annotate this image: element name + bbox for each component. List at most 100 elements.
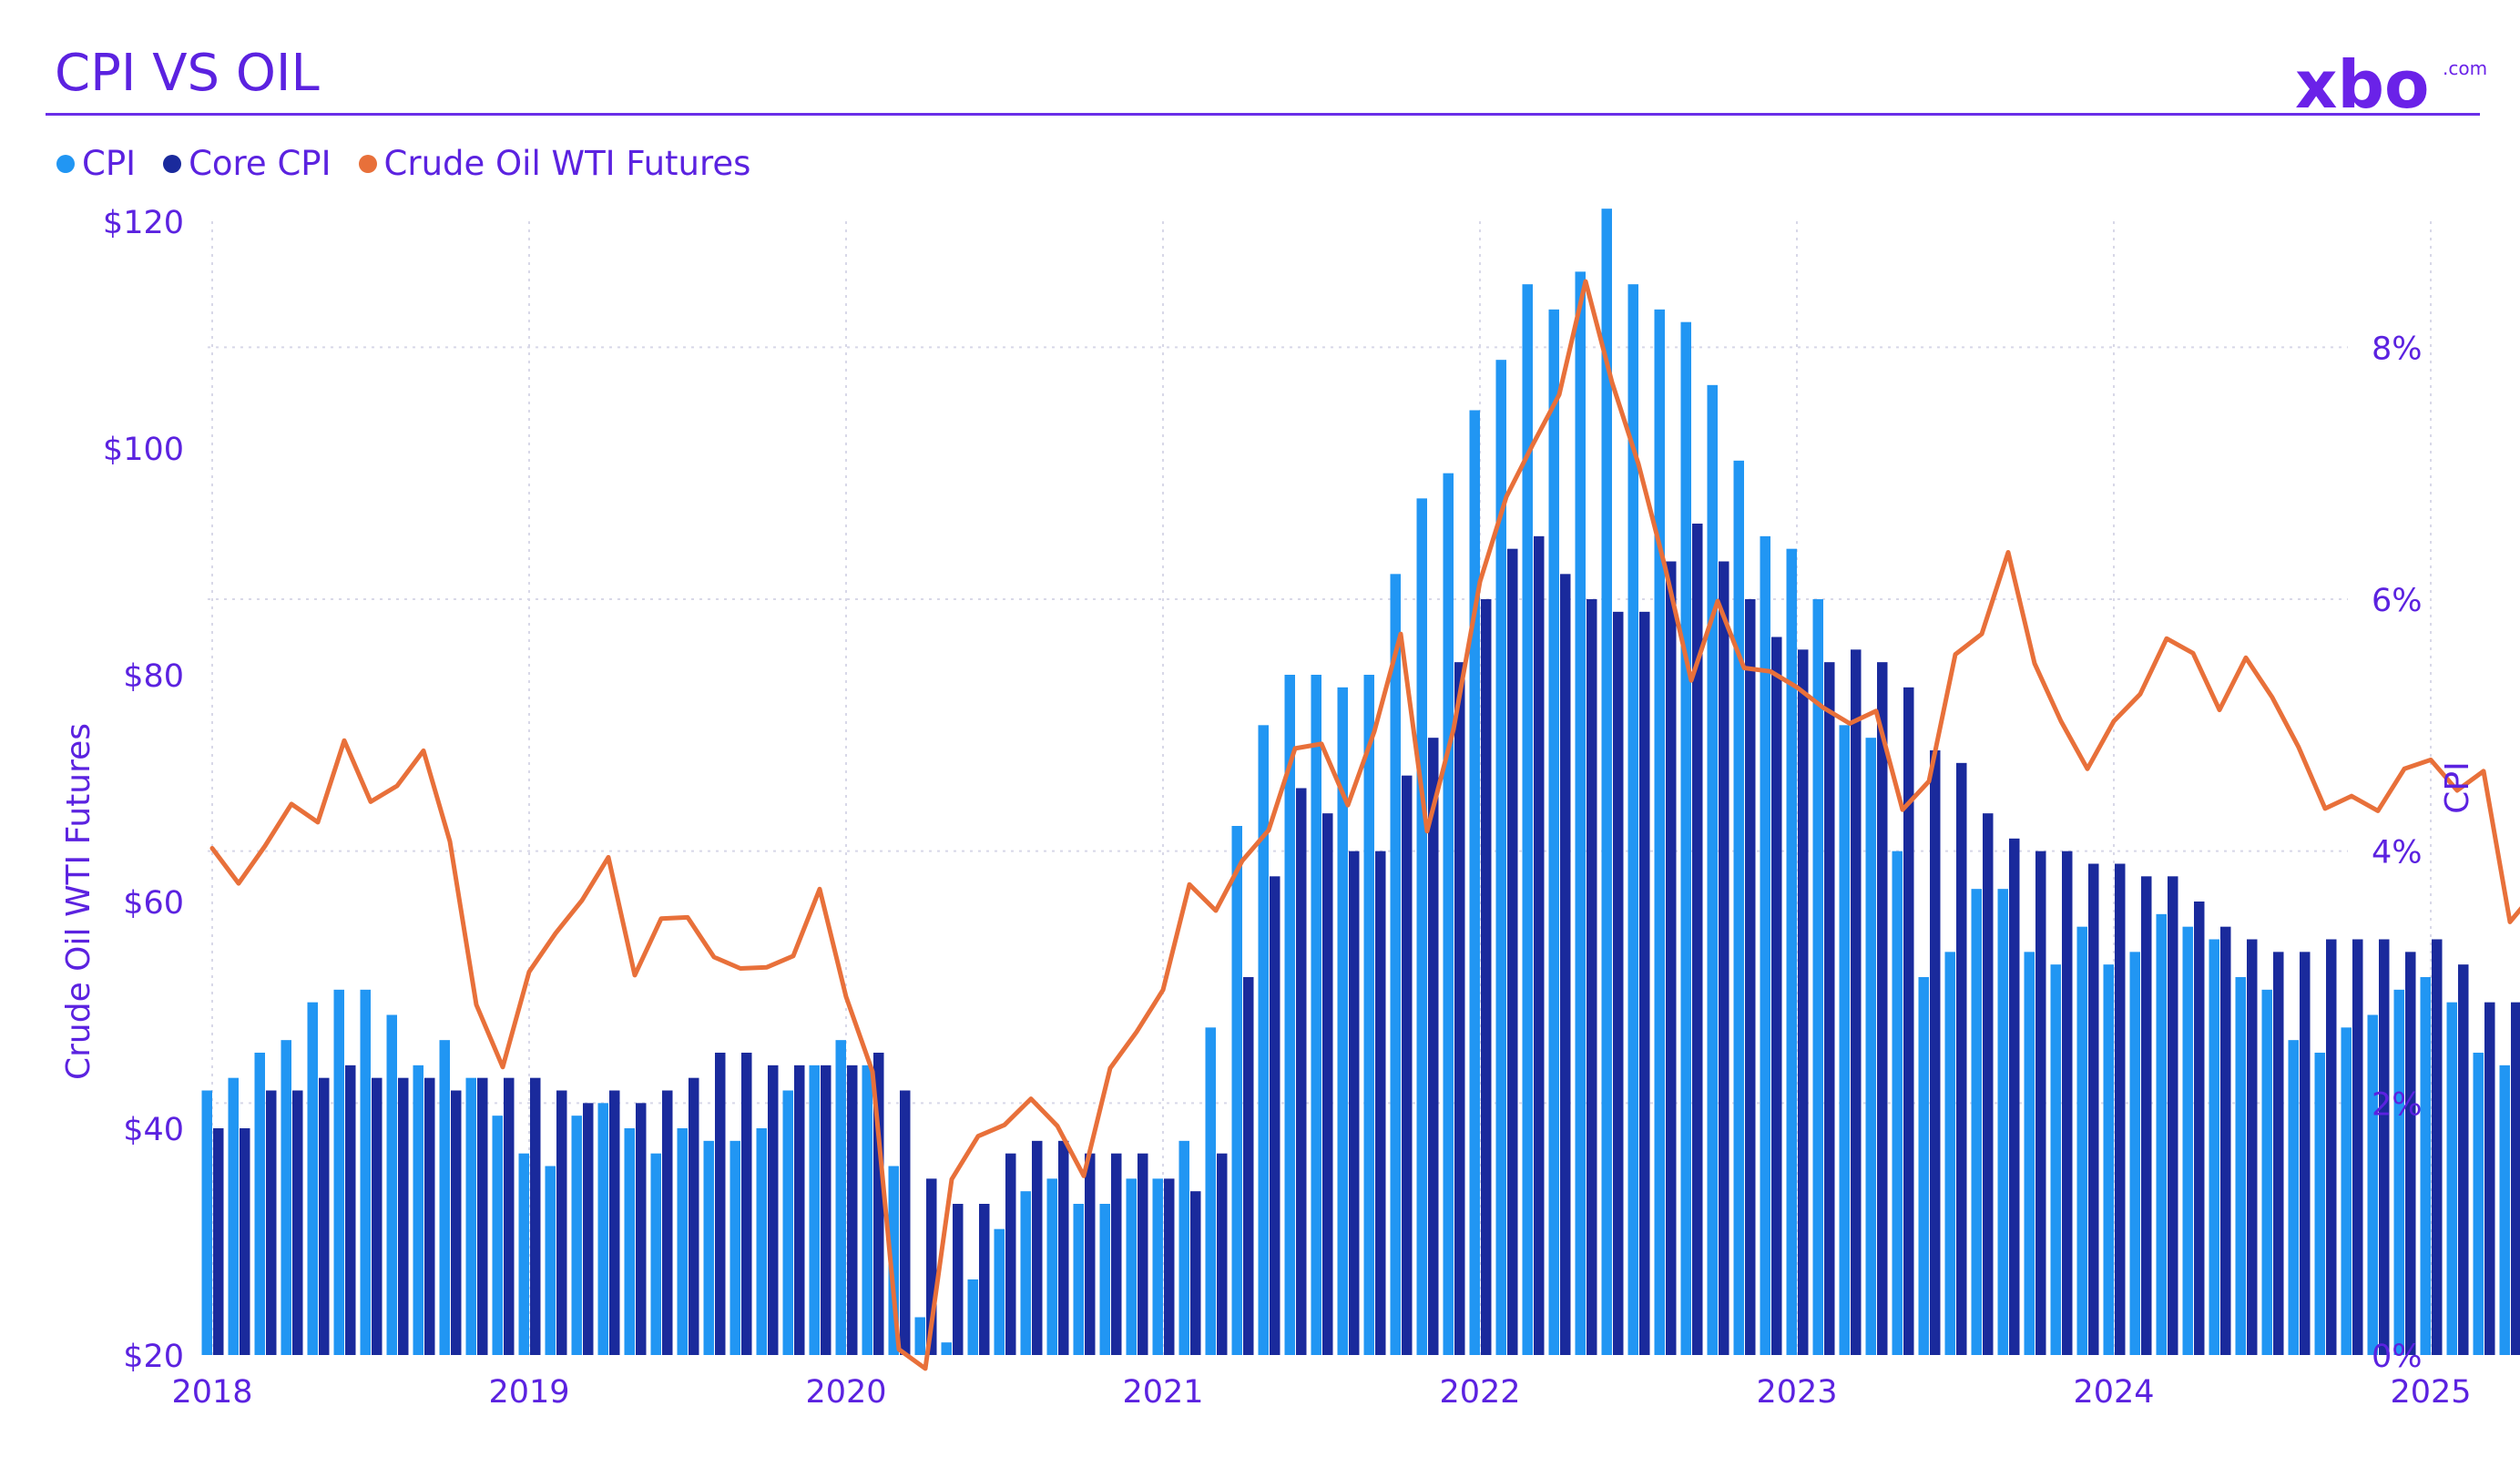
oil-line <box>209 279 2520 1371</box>
core-cpi-bar <box>1719 561 1729 1355</box>
cpi-bar <box>1997 889 2008 1355</box>
cpi-bar <box>1812 599 1823 1355</box>
cpi-bar <box>1284 675 1295 1355</box>
core-cpi-bar <box>2247 939 2258 1355</box>
chart-title: CPI VS OIL <box>55 44 320 103</box>
core-cpi-bar <box>1454 662 1465 1355</box>
core-cpi-bar <box>1586 599 1597 1355</box>
cpi-bar <box>254 1053 265 1355</box>
cpi-bar <box>1760 535 1770 1355</box>
y-left-tick-label: $40 <box>123 1112 184 1148</box>
x-tick-label: 2023 <box>1756 1374 1837 1411</box>
core-cpi-bar <box>2484 1002 2495 1355</box>
cpi-bar <box>492 1116 503 1355</box>
core-cpi-bar <box>1481 599 1492 1355</box>
cpi-bar <box>809 1065 820 1355</box>
legend-item-oil[interactable]: Crude Oil WTI Futures <box>358 144 750 183</box>
core-cpi-bar <box>2352 939 2363 1355</box>
legend: CPI Core CPI Crude Oil WTI Futures <box>56 144 750 183</box>
core-cpi-bar <box>1349 851 1360 1355</box>
x-tick-label: 2020 <box>805 1374 886 1411</box>
core-cpi-bar <box>424 1077 435 1355</box>
cpi-bar <box>2156 913 2167 1355</box>
core-cpi-bar <box>1190 1191 1201 1355</box>
core-cpi-bar <box>1956 762 1967 1355</box>
cpi-bar <box>1073 1204 1084 1355</box>
cpi-bar <box>1971 889 1982 1355</box>
core-cpi-bar <box>1560 574 1571 1355</box>
cpi-bar <box>1126 1178 1137 1355</box>
cpi-bar <box>2420 977 2431 1355</box>
cpi-bar <box>1839 725 1850 1355</box>
cpi-bar <box>2261 989 2272 1355</box>
cpi-bar <box>2103 964 2114 1355</box>
core-cpi-bar <box>1058 1140 1069 1355</box>
core-cpi-bar <box>873 1053 884 1355</box>
cpi-bar <box>439 1040 450 1355</box>
xbo-logo: xbo .com <box>2295 46 2486 117</box>
core-cpi-bar <box>398 1077 409 1355</box>
core-cpi-bar <box>847 1065 858 1355</box>
cpi-bar <box>677 1128 688 1355</box>
core-cpi-bar <box>1296 788 1307 1355</box>
core-cpi-bar <box>1824 662 1835 1355</box>
cpi-bar <box>228 1077 239 1355</box>
core-cpi-bar <box>609 1090 620 1355</box>
cpi-bar <box>465 1077 476 1355</box>
cpi-bar <box>386 1014 397 1355</box>
cpi-bar <box>597 1103 608 1355</box>
core-cpi-bar <box>1005 1153 1016 1355</box>
cpi-bar <box>650 1153 661 1355</box>
core-cpi-bar <box>2405 952 2416 1355</box>
cpi-bar <box>1046 1178 1057 1355</box>
cpi-bar <box>914 1317 925 1355</box>
cpi-bar <box>1337 687 1348 1355</box>
legend-item-core-cpi[interactable]: Core CPI <box>163 144 332 183</box>
core-cpi-bar <box>1930 750 1941 1355</box>
cpi-bar <box>1548 309 1559 1355</box>
y-axis-left-ticks: $20 $40 $60 $80 $100 $120 <box>103 205 184 1375</box>
core-cpi-bar <box>636 1103 647 1355</box>
bar-series <box>201 209 2520 1356</box>
core-cpi-bar <box>926 1178 937 1355</box>
core-cpi-bar <box>213 1128 224 1355</box>
core-cpi-bar <box>240 1128 250 1355</box>
cpi-bar <box>2473 1053 2484 1355</box>
cpi-bar <box>1865 738 1876 1355</box>
cpi-bar <box>545 1166 556 1355</box>
cpi-bar <box>1680 321 1691 1356</box>
cpi-bar <box>2050 964 2061 1355</box>
cpi-bar <box>1495 360 1506 1356</box>
core-cpi-bar <box>2035 851 2046 1355</box>
y-axis-right-ticks: 0% 2% 4% 6% 8% <box>2372 331 2423 1375</box>
cpi-bar <box>1205 1027 1216 1355</box>
core-cpi-bar <box>1322 813 1333 1355</box>
cpi-bar <box>782 1090 793 1355</box>
core-cpi-bar <box>741 1053 752 1355</box>
core-cpi-bar <box>979 1204 990 1355</box>
legend-label-core-cpi: Core CPI <box>189 144 332 183</box>
core-cpi-bar <box>662 1090 673 1355</box>
y-left-tick-label: $20 <box>123 1339 184 1375</box>
core-cpi-bar <box>583 1103 594 1355</box>
legend-item-cpi[interactable]: CPI <box>56 144 136 183</box>
cpi-bar <box>1231 826 1242 1355</box>
core-cpi-bar <box>2194 902 2205 1355</box>
core-cpi-bar <box>2379 939 2390 1355</box>
core-cpi-bar <box>1032 1140 1043 1355</box>
cpi-bar <box>1786 548 1797 1355</box>
core-cpi-bar <box>292 1090 303 1355</box>
cpi-bar <box>1522 284 1533 1356</box>
cpi-bar <box>307 1002 318 1355</box>
core-cpi-bar <box>1851 649 1862 1355</box>
cpi-bar <box>2288 1040 2299 1355</box>
core-cpi-bar <box>1534 535 1545 1355</box>
core-cpi-bar <box>2300 952 2311 1355</box>
core-cpi-bar <box>1164 1178 1175 1355</box>
core-cpi-bar <box>2273 952 2284 1355</box>
core-cpi-bar <box>1217 1153 1228 1355</box>
x-tick-label: 2024 <box>2073 1374 2154 1411</box>
core-cpi-bar <box>1798 649 1809 1355</box>
core-cpi-bar <box>556 1090 567 1355</box>
logo-text: xbo <box>2295 46 2429 117</box>
